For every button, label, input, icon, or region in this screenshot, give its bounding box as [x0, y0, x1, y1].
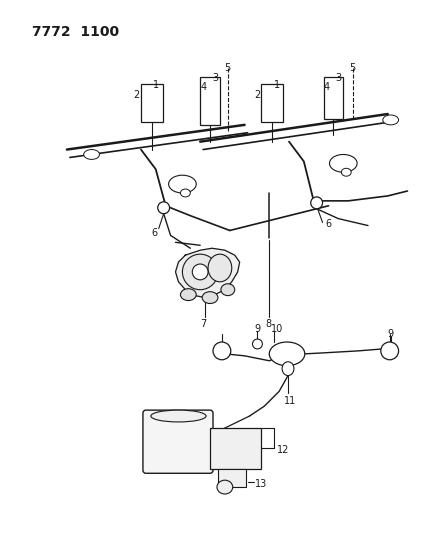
Ellipse shape [182, 254, 218, 290]
Ellipse shape [158, 202, 169, 214]
Text: 2: 2 [255, 90, 261, 100]
Text: 3: 3 [336, 72, 342, 83]
Ellipse shape [169, 175, 196, 193]
Text: 9: 9 [255, 324, 261, 334]
Text: 5: 5 [349, 63, 356, 72]
Text: 12: 12 [277, 445, 290, 455]
Text: 2: 2 [133, 90, 140, 100]
Text: 10: 10 [271, 324, 283, 334]
Ellipse shape [221, 284, 235, 296]
Text: 1: 1 [274, 80, 280, 91]
Ellipse shape [381, 342, 398, 360]
Bar [141, 84, 163, 122]
Polygon shape [175, 248, 240, 297]
Ellipse shape [202, 292, 218, 303]
Text: 7: 7 [200, 319, 206, 329]
Ellipse shape [208, 254, 232, 282]
Text: 13: 13 [255, 479, 267, 489]
Ellipse shape [311, 197, 323, 209]
Text: 6: 6 [326, 219, 332, 229]
Text: 7772  1100: 7772 1100 [33, 25, 119, 39]
Text: 11: 11 [284, 397, 296, 406]
Ellipse shape [253, 339, 262, 349]
Ellipse shape [282, 362, 294, 376]
Ellipse shape [383, 115, 398, 125]
Text: 4: 4 [324, 83, 330, 92]
Text: 8: 8 [265, 319, 271, 329]
Bar [210, 428, 262, 470]
Text: 4: 4 [200, 83, 206, 92]
Ellipse shape [213, 342, 231, 360]
Text: 5: 5 [224, 63, 230, 72]
Text: 6: 6 [152, 229, 158, 238]
Ellipse shape [181, 189, 190, 197]
Ellipse shape [192, 264, 208, 280]
Ellipse shape [84, 150, 99, 159]
Ellipse shape [269, 342, 305, 366]
Ellipse shape [341, 168, 351, 176]
Ellipse shape [151, 410, 206, 422]
Ellipse shape [217, 480, 233, 494]
Ellipse shape [330, 155, 357, 172]
Ellipse shape [181, 289, 196, 301]
Text: 1: 1 [153, 80, 159, 91]
Text: 3: 3 [212, 72, 218, 83]
Bar [218, 470, 246, 487]
Bar [324, 77, 343, 119]
Bar [262, 84, 283, 122]
Text: 9: 9 [388, 329, 394, 339]
FancyBboxPatch shape [143, 410, 213, 473]
Bar [200, 77, 220, 125]
